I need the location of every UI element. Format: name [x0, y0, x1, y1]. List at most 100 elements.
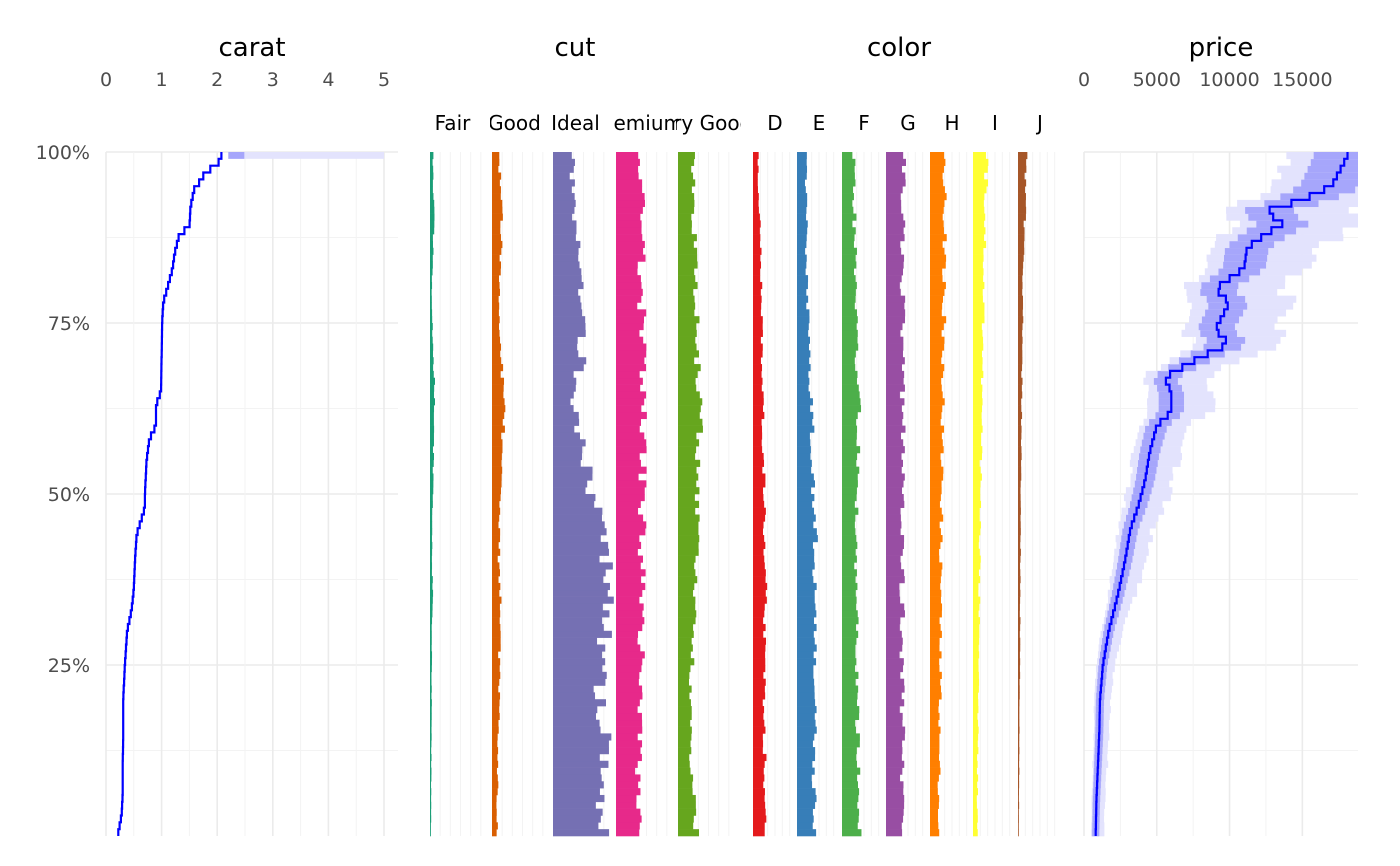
cut-bar-ideal [553, 801, 596, 809]
cut-bar-ideal [553, 535, 601, 543]
cut-bar-very-good [678, 548, 699, 556]
color-bar-d [753, 582, 768, 591]
cut-bar-ideal [553, 350, 579, 358]
color-bar-d [753, 528, 763, 536]
color-bar-i [973, 275, 984, 283]
color-bar-d [753, 569, 766, 577]
cut-bar-premium [616, 261, 638, 269]
cut-bar-ideal [553, 487, 586, 495]
color-bar-i [973, 541, 979, 550]
color-bar-e [797, 234, 807, 242]
cut-bar-very-good [678, 760, 690, 768]
color-bar-e [797, 323, 809, 331]
cut-bar-very-good [678, 466, 697, 474]
color-bar-d [753, 788, 765, 796]
cut-bar-very-good [678, 678, 690, 686]
cut-bar-fair [430, 781, 432, 789]
color-bar-d [753, 193, 759, 201]
cut-bar-premium [616, 418, 642, 426]
cut-bar-fair [430, 774, 432, 782]
y-tick-label-100%: 100% [36, 142, 90, 164]
color-bar-j [1018, 227, 1025, 235]
cut-bar-very-good [678, 343, 697, 351]
color-bar-d [753, 152, 759, 160]
color-bar-f [842, 589, 856, 597]
color-bar-i [973, 665, 979, 673]
cut-bar-good [492, 699, 500, 707]
cut-bar-very-good [678, 500, 700, 508]
color-bar-i [973, 405, 983, 413]
y-tick-label-50%: 50% [48, 484, 90, 506]
color-bar-h [930, 281, 946, 290]
color-bar-i [973, 254, 984, 262]
cut-bar-good [492, 377, 505, 385]
color-bar-e [797, 692, 815, 700]
cut-bar-premium [616, 323, 644, 331]
cut-bar-premium [616, 247, 644, 255]
color-bar-j [1018, 179, 1027, 187]
cut-bar-good [492, 630, 501, 638]
cut-bar-very-good [678, 459, 701, 467]
color-bar-g [886, 555, 901, 563]
color-bar-j [1018, 158, 1027, 166]
cut-bar-fair [430, 466, 433, 474]
color-bar-j [1018, 206, 1027, 214]
cut-bar-very-good [678, 644, 693, 652]
cut-bar-very-good [678, 309, 695, 317]
color-bar-g [886, 323, 903, 331]
cut-bar-fair [430, 446, 433, 454]
cut-bar-premium [616, 432, 645, 440]
color-bar-j [1018, 781, 1020, 789]
color-bar-g [886, 774, 900, 782]
cut-bar-premium [616, 336, 644, 344]
x-tick-label-carat: 3 [267, 69, 279, 91]
color-bar-g [886, 254, 905, 262]
color-bar-g [886, 384, 905, 392]
color-bar-j [1018, 829, 1019, 837]
color-bar-i [973, 548, 980, 556]
cut-bar-fair [430, 302, 432, 310]
category-label-ideal: Ideal [551, 111, 600, 135]
color-bar-h [930, 466, 944, 474]
color-bar-h [930, 432, 942, 440]
color-bar-i [973, 432, 982, 440]
cut-bar-ideal [553, 617, 603, 625]
color-bar-i [973, 767, 977, 775]
color-bar-f [842, 541, 858, 550]
color-bar-e [797, 514, 816, 522]
cut-bar-fair [430, 794, 432, 803]
color-bar-f [842, 316, 858, 324]
cut-bar-ideal [553, 733, 612, 741]
color-bar-i [973, 726, 979, 734]
color-bar-d [753, 637, 767, 645]
cut-bar-fair [430, 528, 433, 536]
color-bar-e [797, 719, 816, 727]
color-bar-e [797, 336, 810, 344]
cut-bar-good [492, 589, 500, 597]
cut-bar-fair [430, 822, 431, 830]
cut-bar-very-good [678, 528, 699, 536]
color-bar-e [797, 699, 816, 707]
color-bar-e [797, 193, 808, 201]
color-bar-j [1018, 719, 1020, 727]
cut-bar-ideal [553, 808, 603, 816]
color-bar-e [797, 760, 813, 768]
cut-bar-ideal [553, 623, 604, 632]
color-bar-e [797, 733, 815, 741]
color-bar-f [842, 364, 856, 372]
color-bar-h [930, 706, 939, 714]
color-bar-g [886, 535, 905, 543]
price-band-inner [1310, 158, 1358, 166]
cut-bar-premium [616, 254, 646, 262]
color-bar-d [753, 740, 764, 748]
cut-bar-fair [430, 480, 434, 488]
color-bar-h [930, 822, 939, 830]
cut-bar-ideal [553, 309, 583, 317]
color-bar-h [930, 829, 940, 837]
color-bar-i [973, 268, 984, 276]
cut-bar-fair [430, 370, 434, 379]
color-bar-i [973, 644, 979, 652]
color-bar-j [1018, 678, 1020, 686]
color-bar-d [753, 309, 761, 317]
color-bar-h [930, 794, 940, 803]
